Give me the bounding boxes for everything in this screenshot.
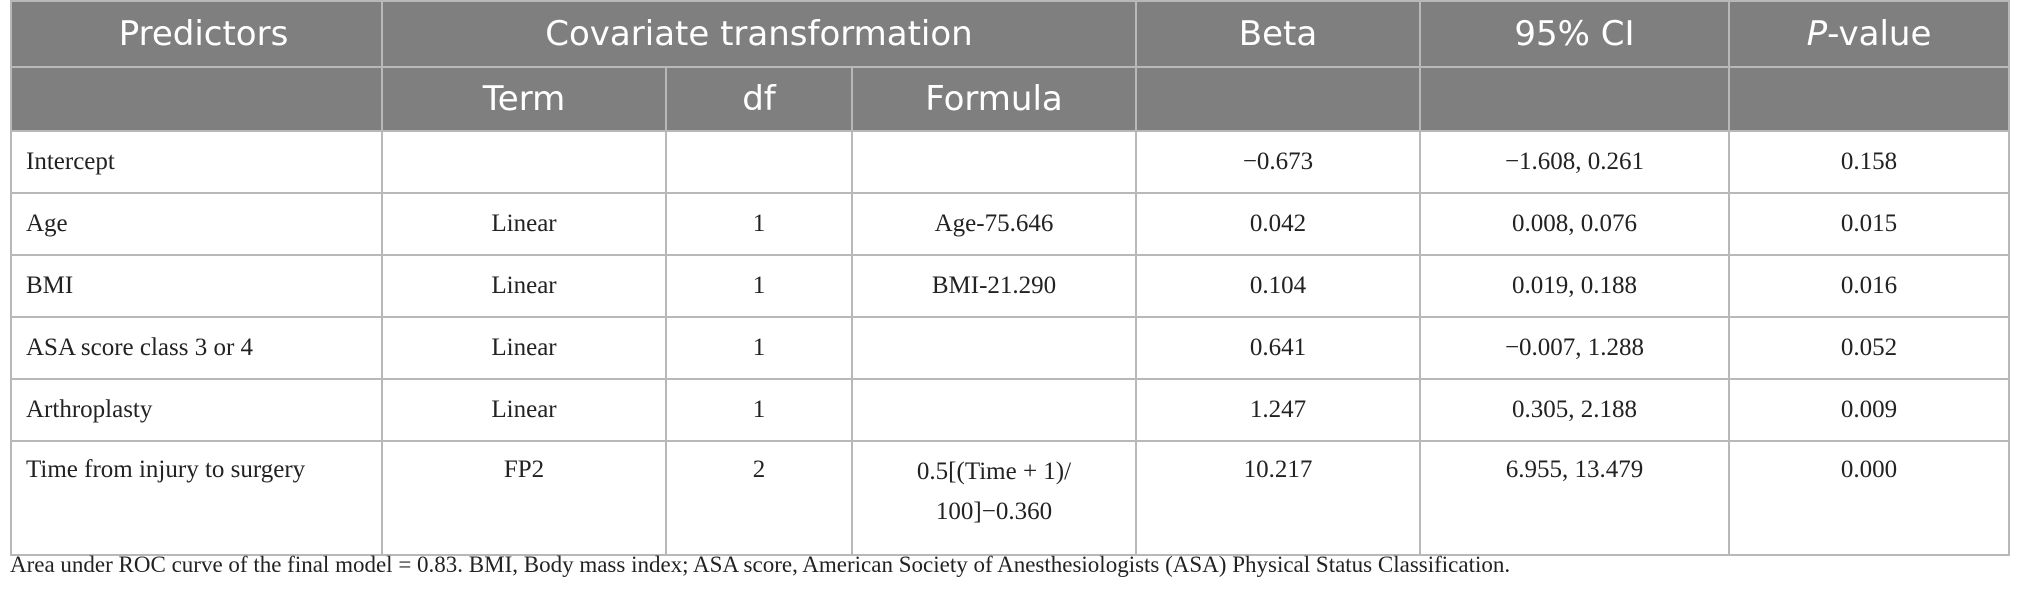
header-pvalue: P-value (1728, 0, 2010, 68)
cell-pvalue: 0.016 (1728, 254, 2010, 318)
cell-formula (851, 378, 1137, 442)
header-ci: 95% CI (1419, 0, 1730, 68)
cell-predictor: Intercept (10, 130, 383, 194)
cell-beta: 0.104 (1135, 254, 1421, 318)
cell-df: 1 (665, 316, 853, 380)
header-term: Term (381, 66, 667, 132)
cell-pvalue: 0.009 (1728, 378, 2010, 442)
cell-beta: −0.673 (1135, 130, 1421, 194)
header-empty-1 (10, 66, 383, 132)
header-empty-2 (1135, 66, 1421, 132)
cell-term: Linear (381, 192, 667, 256)
table-row: Intercept −0.673 −1.608, 0.261 0.158 (10, 130, 2010, 194)
table-container: Predictors Covariate transformation Beta… (10, 0, 2010, 556)
cell-term: Linear (381, 254, 667, 318)
cell-pvalue: 0.015 (1728, 192, 2010, 256)
cell-formula: 0.5[(Time + 1)/ 100]−0.360 (851, 440, 1137, 556)
cell-term: Linear (381, 316, 667, 380)
table-row: Age Linear 1 Age-75.646 0.042 0.008, 0.0… (10, 192, 2010, 256)
header-formula: Formula (851, 66, 1137, 132)
cell-predictor: ASA score class 3 or 4 (10, 316, 383, 380)
cell-term: Linear (381, 378, 667, 442)
cell-term: FP2 (381, 440, 667, 556)
cell-ci: −1.608, 0.261 (1419, 130, 1730, 194)
cell-ci: 0.019, 0.188 (1419, 254, 1730, 318)
cell-df (665, 130, 853, 194)
cell-ci: 6.955, 13.479 (1419, 440, 1730, 556)
cell-predictor: Age (10, 192, 383, 256)
header-row-1: Predictors Covariate transformation Beta… (10, 0, 2010, 68)
cell-formula (851, 316, 1137, 380)
cell-df: 2 (665, 440, 853, 556)
table-row: BMI Linear 1 BMI-21.290 0.104 0.019, 0.1… (10, 254, 2010, 318)
header-predictors: Predictors (10, 0, 383, 68)
cell-beta: 10.217 (1135, 440, 1421, 556)
cell-df: 1 (665, 192, 853, 256)
cell-ci: −0.007, 1.288 (1419, 316, 1730, 380)
table-row: ASA score class 3 or 4 Linear 1 0.641 −0… (10, 316, 2010, 380)
cell-ci: 0.305, 2.188 (1419, 378, 1730, 442)
cell-beta: 0.641 (1135, 316, 1421, 380)
cell-formula: BMI-21.290 (851, 254, 1137, 318)
formula-line-1: 0.5[(Time + 1)/ (916, 458, 1072, 485)
cell-term (381, 130, 667, 194)
cell-ci: 0.008, 0.076 (1419, 192, 1730, 256)
cell-formula: Age-75.646 (851, 192, 1137, 256)
cell-pvalue: 0.158 (1728, 130, 2010, 194)
table-row: Arthroplasty Linear 1 1.247 0.305, 2.188… (10, 378, 2010, 442)
header-row-2: Term df Formula (10, 66, 2010, 132)
header-empty-4 (1728, 66, 2010, 132)
cell-df: 1 (665, 254, 853, 318)
cell-df: 1 (665, 378, 853, 442)
cell-predictor: Time from injury to surgery (10, 440, 383, 556)
header-pvalue-rest: -value (1827, 14, 1932, 54)
regression-table: Predictors Covariate transformation Beta… (10, 0, 2010, 556)
cell-beta: 1.247 (1135, 378, 1421, 442)
cell-formula (851, 130, 1137, 194)
cell-beta: 0.042 (1135, 192, 1421, 256)
header-empty-3 (1419, 66, 1730, 132)
table-footnote: Area under ROC curve of the final model … (10, 552, 1511, 577)
header-pvalue-italic: P (1806, 14, 1828, 54)
formula-line-2: 100]−0.360 (935, 498, 1053, 525)
cell-pvalue: 0.000 (1728, 440, 2010, 556)
header-df: df (665, 66, 853, 132)
cell-predictor: BMI (10, 254, 383, 318)
table-row: Time from injury to surgery FP2 2 0.5[(T… (10, 440, 2010, 556)
header-covariate-transformation: Covariate transformation (381, 0, 1137, 68)
cell-predictor: Arthroplasty (10, 378, 383, 442)
header-beta: Beta (1135, 0, 1421, 68)
cell-pvalue: 0.052 (1728, 316, 2010, 380)
